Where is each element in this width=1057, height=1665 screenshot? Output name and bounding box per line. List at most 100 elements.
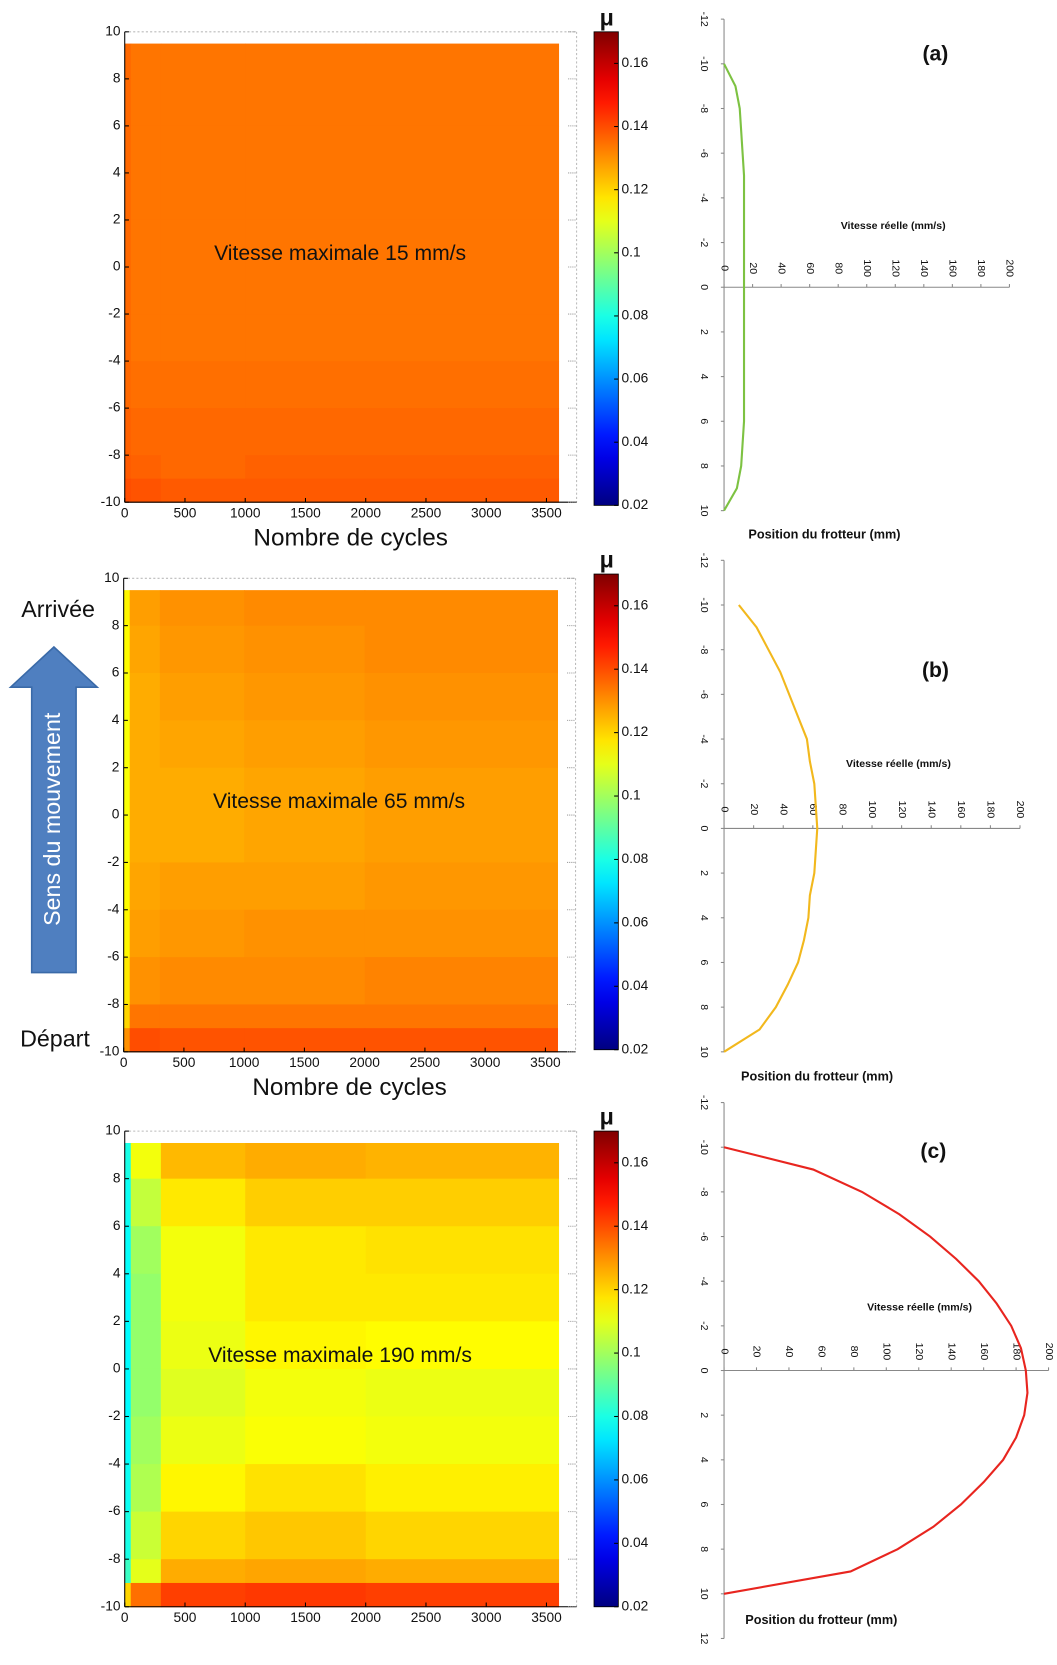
x-tick-label: 2000 — [349, 1055, 380, 1070]
position-tick-label: 10 — [698, 1046, 710, 1058]
colorbar-tick-label: 0.12 — [622, 181, 649, 196]
heatmap-cell — [124, 172, 132, 221]
heatmap-cell — [365, 1464, 560, 1513]
heatmap-cell — [130, 1416, 162, 1465]
heatmap-cell — [365, 1511, 560, 1560]
heatmap-cell — [123, 625, 131, 674]
heatmap-cell — [160, 1273, 246, 1322]
heatmap-cell — [123, 590, 131, 627]
y-tick-label: 2 — [112, 759, 120, 774]
x-axis-label: Nombre de cycles — [253, 525, 447, 552]
colorbar-tick-label: 0.1 — [622, 788, 641, 803]
heatmap-cell — [245, 455, 367, 480]
y-tick-label: -6 — [108, 400, 121, 415]
position-tick-label: -8 — [698, 104, 710, 114]
heatmap-cell — [160, 267, 246, 315]
heatmap-cell — [130, 78, 162, 127]
heatmap-cell — [160, 478, 246, 503]
heatmap-cell — [365, 1178, 560, 1227]
heatmap-cell — [364, 862, 558, 911]
heatmap-cell — [160, 43, 246, 80]
position-axis-title: Position du frotteur (mm) — [741, 1070, 893, 1084]
heatmap-cell — [365, 478, 560, 503]
heatmap-cell — [129, 767, 161, 816]
heatmap-cell — [124, 1582, 132, 1608]
heatmap-cell — [124, 43, 132, 80]
heatmap-cell — [159, 815, 245, 863]
heatmap-cell — [123, 720, 131, 769]
x-tick-label: 500 — [174, 505, 197, 520]
velocity-tick-label: 100 — [880, 1343, 892, 1361]
colorbar-tick-label: 0.08 — [622, 308, 649, 323]
velocity-tick-label: 80 — [848, 1346, 860, 1358]
position-tick-label: -4 — [698, 734, 710, 744]
y-tick-label: -10 — [101, 1598, 121, 1613]
annotation: Vitesse maximale 15 mm/s — [214, 242, 466, 265]
velocity-profile — [723, 63, 746, 512]
y-tick-label: 4 — [113, 165, 121, 180]
heatmap-cell — [245, 78, 367, 127]
position-tick-label: -8 — [698, 645, 710, 655]
x-axis-label: Nombre de cycles — [252, 1074, 446, 1101]
y-tick-label: 2 — [113, 212, 121, 227]
heatmap-cell — [160, 1178, 246, 1227]
heatmap-cell — [160, 1416, 246, 1465]
heatmap-cell — [123, 672, 131, 721]
heatmap-cell — [160, 361, 246, 409]
velocity-profile — [723, 1146, 1029, 1595]
heatmap-cell — [245, 1142, 367, 1180]
heatmap-cell — [130, 478, 162, 503]
heatmap-cell — [245, 1559, 367, 1584]
position-tick-label: -6 — [698, 690, 710, 700]
heatmap-cell — [129, 672, 161, 721]
position-tick-label: 8 — [698, 463, 710, 469]
heatmap-cell — [124, 1416, 132, 1465]
y-tick-label: -10 — [101, 494, 121, 509]
heatmap-cell — [244, 909, 366, 958]
y-tick-label: -4 — [108, 1456, 121, 1471]
heatmap-cell — [365, 1321, 560, 1370]
y-tick-label: -4 — [108, 353, 121, 368]
velocity-tick-label: 200 — [1043, 1343, 1055, 1361]
y-tick-label: 2 — [113, 1313, 121, 1328]
heatmap-cell — [160, 219, 246, 268]
velocity-tick-label: 160 — [955, 801, 967, 819]
heatmap-cell — [245, 267, 367, 315]
colorbar-tick-label: 0.14 — [622, 118, 649, 133]
position-tick-label: 8 — [698, 1004, 710, 1010]
heatmap-cell — [124, 314, 132, 362]
heatmap-cell — [130, 1559, 162, 1584]
position-tick-label: 0 — [698, 1368, 710, 1374]
heatmap-cell — [129, 625, 161, 674]
position-tick-label: 2 — [698, 1412, 710, 1418]
y-tick-label: -10 — [100, 1043, 120, 1058]
velocity-tick-label: 60 — [807, 804, 819, 816]
y-tick-label: 6 — [112, 665, 120, 680]
heatmap-cell — [160, 1559, 246, 1584]
departure-label: Départ — [20, 1025, 90, 1051]
heatmap-cell — [124, 455, 132, 480]
position-tick-label: 10 — [698, 1588, 710, 1600]
heatmap-cell — [130, 1321, 162, 1370]
velocity-tick-label: 60 — [816, 1346, 828, 1358]
heatmap-cell — [123, 957, 131, 1006]
y-tick-label: -4 — [107, 901, 120, 916]
y-tick-label: 0 — [113, 259, 121, 274]
heatmap-cell — [129, 590, 161, 627]
y-tick-label: -6 — [108, 1503, 121, 1518]
heatmap-cell — [124, 361, 132, 409]
heatmap-cell — [364, 625, 558, 674]
heatmap-cell — [364, 767, 558, 816]
colorbar — [593, 1130, 619, 1608]
x-tick-label: 1500 — [290, 505, 321, 520]
y-tick-label: 4 — [112, 712, 120, 727]
panel-label: (a) — [923, 43, 949, 66]
heatmap-cell — [244, 1004, 366, 1029]
heatmap-cell — [124, 1273, 132, 1322]
y-tick-label: 8 — [113, 1170, 121, 1185]
heatmap-cell — [124, 408, 132, 456]
heatmap-cell — [160, 1582, 246, 1608]
velocity-tick-label: 0 — [718, 806, 730, 812]
annotation: Vitesse maximale 190 mm/s — [208, 1344, 472, 1367]
